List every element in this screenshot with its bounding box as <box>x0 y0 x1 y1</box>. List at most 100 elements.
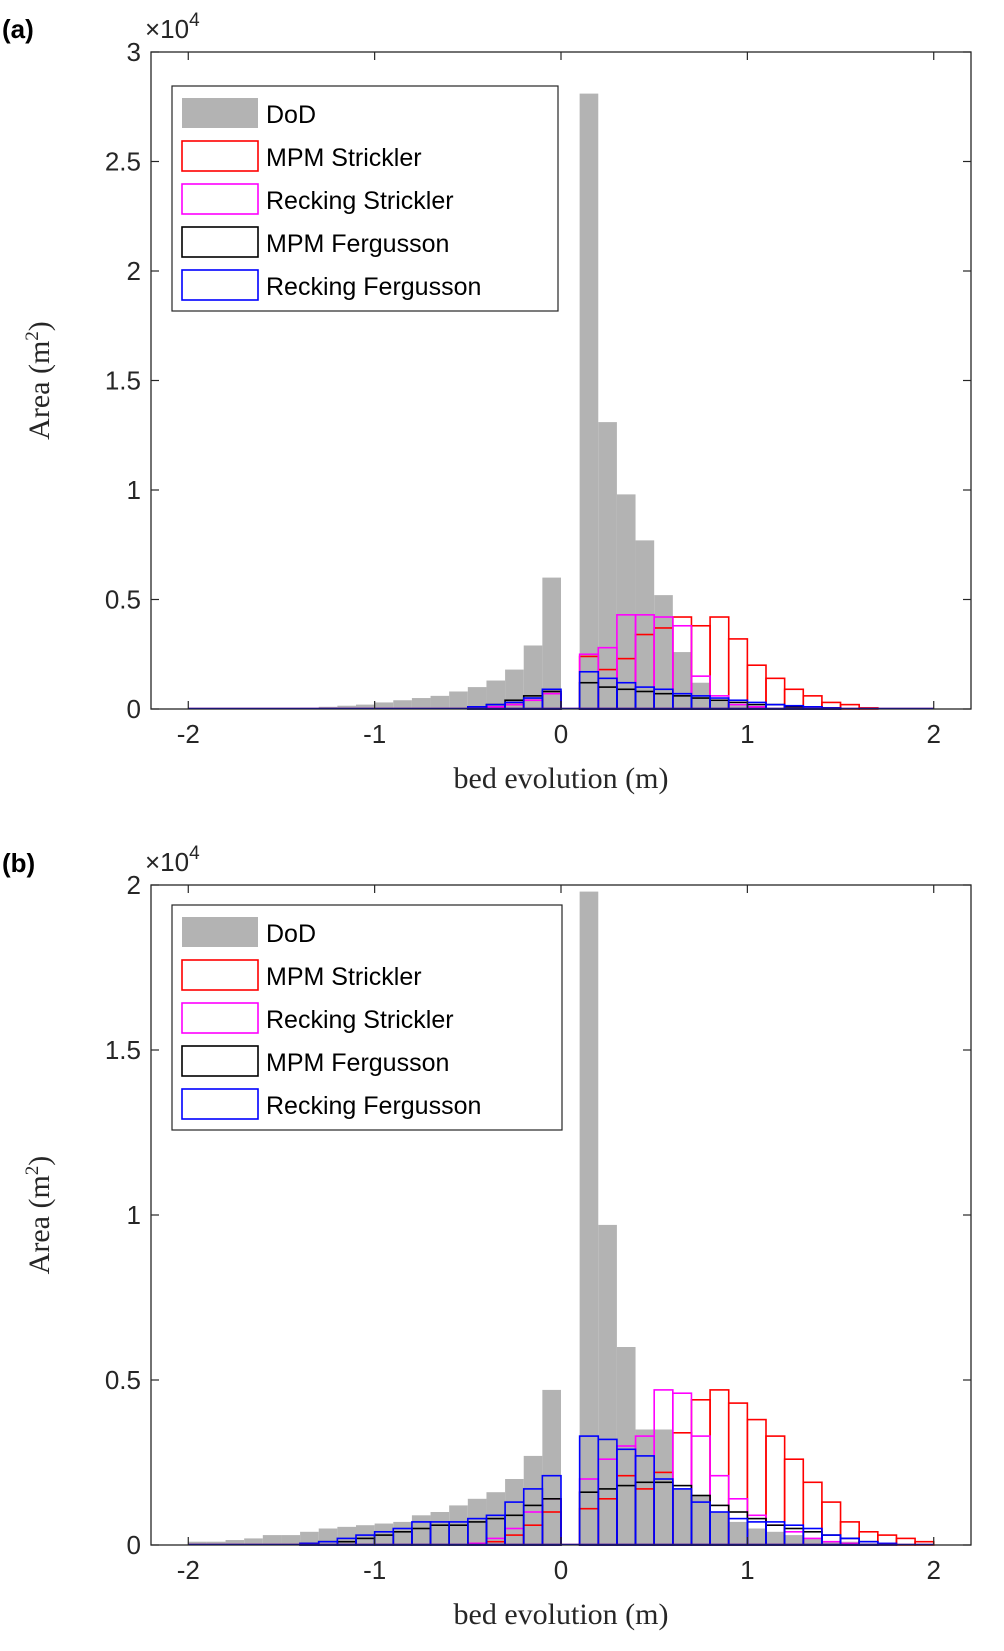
x-tick-label: -2 <box>177 719 200 749</box>
bar <box>654 595 673 709</box>
bar <box>747 1528 766 1545</box>
legend-swatch <box>181 140 259 172</box>
panel-a: (a) -2 -1 0 1 2 0 0.5 1 1.5 2 2.5 3×104 bed evolution… <box>2 10 972 795</box>
bar <box>728 1521 748 1545</box>
bar <box>598 1224 617 1545</box>
y-tick-label: 1 <box>127 1200 141 1230</box>
y-tick-label: 1.5 <box>105 1035 141 1065</box>
bar <box>374 1523 394 1545</box>
legend-swatch <box>181 269 259 301</box>
bar <box>356 704 375 709</box>
bar <box>542 1389 561 1545</box>
bar <box>654 1429 673 1545</box>
y-tick-label: 0.5 <box>105 585 141 615</box>
legend-swatch <box>182 917 258 947</box>
y-multiplier-base: ×10 <box>145 847 189 877</box>
y-axis-label: Area (m2) <box>22 1156 56 1275</box>
bar <box>691 1495 711 1545</box>
bar <box>318 1528 338 1545</box>
legend: DoD MPM Strickler Recking Strickler MPM Fer… <box>171 904 563 1131</box>
bar <box>821 1541 841 1545</box>
bar <box>505 669 524 709</box>
bar <box>300 1531 319 1545</box>
legend-label: Recking Strickler <box>266 1006 454 1034</box>
bar <box>411 1515 431 1545</box>
y-axis-label: Area (m2) <box>22 321 56 440</box>
legend-label: MPM Fergusson <box>266 230 449 258</box>
legend-swatch <box>182 98 258 128</box>
y-multiplier-exp: 4 <box>189 10 200 31</box>
bar <box>393 1521 412 1545</box>
y-tick-label: 1.5 <box>105 366 141 396</box>
bar <box>598 422 617 709</box>
y-tick-label: 1 <box>127 475 141 505</box>
bar <box>728 704 748 709</box>
bar <box>430 1512 450 1545</box>
y-tick-label: 2 <box>127 256 141 286</box>
bar <box>206 1541 226 1545</box>
x-tick-label: 0 <box>554 719 568 749</box>
bar <box>467 687 487 709</box>
y-tick-label: 0 <box>127 694 141 724</box>
series-dod <box>188 891 878 1545</box>
y-multiplier-base: ×10 <box>145 14 189 44</box>
y-tick-label: 2 <box>127 870 141 900</box>
x-tick-label: -2 <box>177 1555 200 1585</box>
bar <box>635 1429 655 1545</box>
legend-label: Recking Fergusson <box>266 1092 481 1120</box>
legend-swatch <box>181 1088 259 1120</box>
bar <box>710 700 729 709</box>
legend-swatch <box>181 226 259 258</box>
x-axis-label: bed evolution (m) <box>454 762 669 795</box>
y-multiplier-exp: 4 <box>189 843 200 864</box>
bar <box>542 577 561 709</box>
legend-swatch <box>181 959 259 991</box>
bar <box>244 1538 263 1545</box>
bar <box>766 1531 785 1545</box>
series-dod <box>300 93 785 710</box>
bar <box>486 680 506 709</box>
bar <box>337 705 356 709</box>
y-tick-label: 0 <box>127 1530 141 1560</box>
x-tick-label: 2 <box>926 1555 940 1585</box>
bar <box>225 1540 245 1545</box>
bar <box>579 891 599 1545</box>
legend-label: DoD <box>266 920 316 948</box>
legend-swatch <box>181 183 259 215</box>
bar <box>393 700 412 709</box>
bar <box>449 691 468 709</box>
bar <box>784 1535 804 1545</box>
x-axis-label: bed evolution (m) <box>454 1598 669 1631</box>
legend-label: MPM Fergusson <box>266 1049 449 1077</box>
bar <box>579 93 599 710</box>
bar <box>411 698 431 709</box>
bar <box>281 1535 301 1545</box>
x-tick-label: 1 <box>740 719 754 749</box>
bar <box>672 652 692 709</box>
bar <box>803 1538 822 1545</box>
bar <box>374 702 394 709</box>
legend: DoD MPM Strickler Recking Strickler MPM Fer… <box>171 85 559 312</box>
legend-swatch <box>181 1045 259 1077</box>
x-tick-label: -1 <box>363 719 386 749</box>
bar <box>523 1455 543 1545</box>
bar <box>337 1526 356 1545</box>
bar <box>523 645 543 709</box>
y-tick-label: 0.5 <box>105 1365 141 1395</box>
x-tick-label: 1 <box>740 1555 754 1585</box>
legend-label: Recking Strickler <box>266 187 454 215</box>
legend-label: MPM Strickler <box>266 963 422 991</box>
bar <box>430 695 450 709</box>
bar <box>635 540 655 709</box>
panel-label: (a) <box>2 14 34 44</box>
bar <box>616 494 636 709</box>
legend-label: DoD <box>266 101 316 129</box>
y-tick-label: 2.5 <box>105 147 141 177</box>
bar <box>710 1512 729 1545</box>
x-tick-label: -1 <box>363 1555 386 1585</box>
legend-swatch <box>181 1002 259 1034</box>
bar <box>672 1488 692 1545</box>
y-multiplier: ×104 <box>145 10 200 44</box>
